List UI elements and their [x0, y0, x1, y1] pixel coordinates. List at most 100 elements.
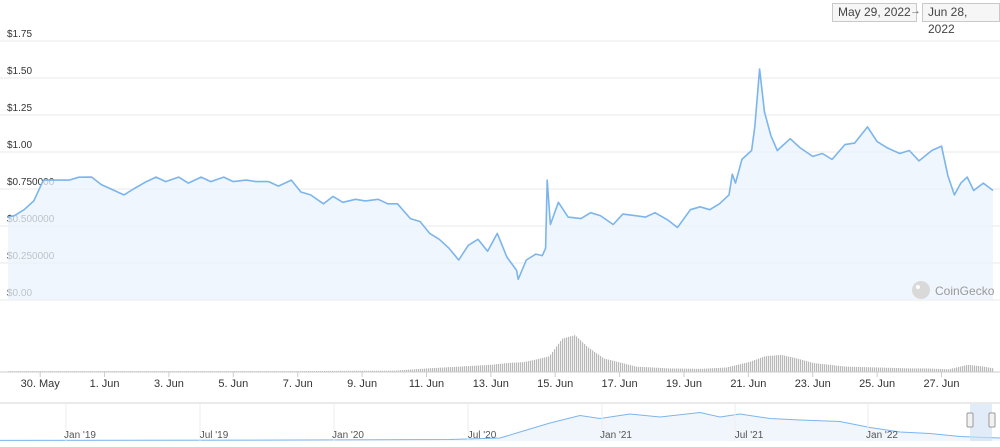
volume-bar: [900, 368, 902, 372]
volume-bar: [482, 365, 484, 372]
volume-bar: [904, 368, 906, 372]
volume-bar: [594, 351, 596, 372]
volume-bar: [466, 366, 468, 372]
volume-bar: [804, 360, 806, 372]
volume-bar: [884, 367, 886, 372]
range-end-input[interactable]: Jun 28, 2022: [922, 3, 1000, 36]
volume-bar: [808, 361, 810, 372]
volume-bar: [634, 366, 636, 372]
volume-bar: [838, 365, 840, 372]
volume-bar: [672, 368, 674, 372]
volume-bar: [892, 367, 894, 372]
volume-bar: [614, 361, 616, 372]
volume-bar: [988, 367, 990, 372]
volume-bar: [662, 368, 664, 372]
volume-bar: [766, 356, 768, 372]
volume-bar: [960, 366, 962, 372]
volume-bar: [644, 367, 646, 372]
volume-bar: [328, 370, 330, 372]
x-tick-label: 3. Jun: [154, 378, 184, 390]
volume-bar: [378, 370, 380, 372]
volume-bar: [456, 366, 458, 372]
volume-bar: [880, 367, 882, 372]
range-start-input[interactable]: May 29, 2022: [832, 3, 917, 22]
volume-bar: [964, 365, 966, 372]
volume-bar: [842, 366, 844, 372]
volume-bar: [786, 356, 788, 372]
volume-bar: [606, 359, 608, 372]
navigator-selected-range[interactable]: [970, 404, 992, 441]
volume-bar: [406, 369, 408, 372]
volume-bar: [830, 364, 832, 372]
volume-bar: [338, 370, 340, 372]
volume-bar: [376, 370, 378, 372]
volume-bar: [458, 366, 460, 372]
volume-bar: [384, 370, 386, 372]
navigator-tick-label: Jul '19: [200, 430, 229, 441]
volume-bar: [852, 366, 854, 372]
volume-bar: [366, 370, 368, 372]
volume-bar: [646, 367, 648, 372]
navigator-left-handle[interactable]: [966, 412, 974, 428]
volume-bar: [372, 370, 374, 372]
volume-bar: [970, 365, 972, 372]
volume-bar: [412, 369, 414, 372]
volume-bar: [986, 367, 988, 372]
x-tick-label: 27. Jun: [923, 378, 959, 390]
volume-bar: [922, 368, 924, 372]
volume-bar: [450, 367, 452, 372]
volume-bar: [810, 362, 812, 372]
volume-bar: [464, 366, 466, 372]
volume-bar: [840, 366, 842, 372]
volume-bar: [536, 359, 538, 372]
volume-bar: [540, 358, 542, 372]
volume-bar: [772, 355, 774, 372]
volume-bar: [990, 367, 992, 372]
volume-bar: [548, 356, 550, 372]
volume-bar: [408, 369, 410, 372]
volume-bar: [956, 367, 958, 372]
volume-bar: [984, 366, 986, 372]
volume-bar: [356, 370, 358, 372]
volume-bar: [452, 366, 454, 372]
volume-bar: [508, 362, 510, 372]
volume-bar: [976, 365, 978, 372]
volume-bar: [740, 364, 742, 372]
volume-bar: [688, 368, 690, 372]
navigator-tick-label: Jul '20: [468, 430, 497, 441]
volume-bar: [908, 368, 910, 372]
volume-bar: [748, 362, 750, 372]
volume-bar: [348, 370, 350, 372]
volume-bar: [894, 367, 896, 372]
volume-bar: [490, 364, 492, 372]
volume-bar: [582, 342, 584, 372]
volume-bar: [848, 366, 850, 372]
volume-bar: [702, 368, 704, 372]
volume-bar: [796, 358, 798, 372]
volume-bar: [558, 343, 560, 372]
range-navigator[interactable]: Jan '19 Jul '19 Jan '20 Jul '20 Jan '21 Jul '…: [0, 402, 1000, 441]
volume-bar: [800, 359, 802, 372]
volume-bar: [678, 368, 680, 372]
volume-bar: [492, 364, 494, 372]
volume-bar: [374, 370, 376, 372]
volume-bar: [980, 366, 982, 372]
volume-bar: [770, 355, 772, 372]
volume-bar: [756, 359, 758, 372]
volume-bar: [862, 367, 864, 372]
volume-bar: [580, 340, 582, 372]
volume-bar: [564, 338, 566, 372]
volume-bar: [916, 368, 918, 372]
volume-bar: [794, 357, 796, 372]
volume-bar: [488, 364, 490, 372]
volume-bar: [932, 368, 934, 372]
volume-bar: [628, 364, 630, 372]
volume-bar: [544, 357, 546, 372]
volume-bar: [422, 368, 424, 372]
volume-bar: [954, 367, 956, 372]
volume-bar: [718, 367, 720, 372]
volume-bar: [340, 370, 342, 372]
navigator-right-handle[interactable]: [988, 412, 996, 428]
volume-bar: [486, 365, 488, 372]
y-tick-label: $1.50: [7, 66, 32, 77]
